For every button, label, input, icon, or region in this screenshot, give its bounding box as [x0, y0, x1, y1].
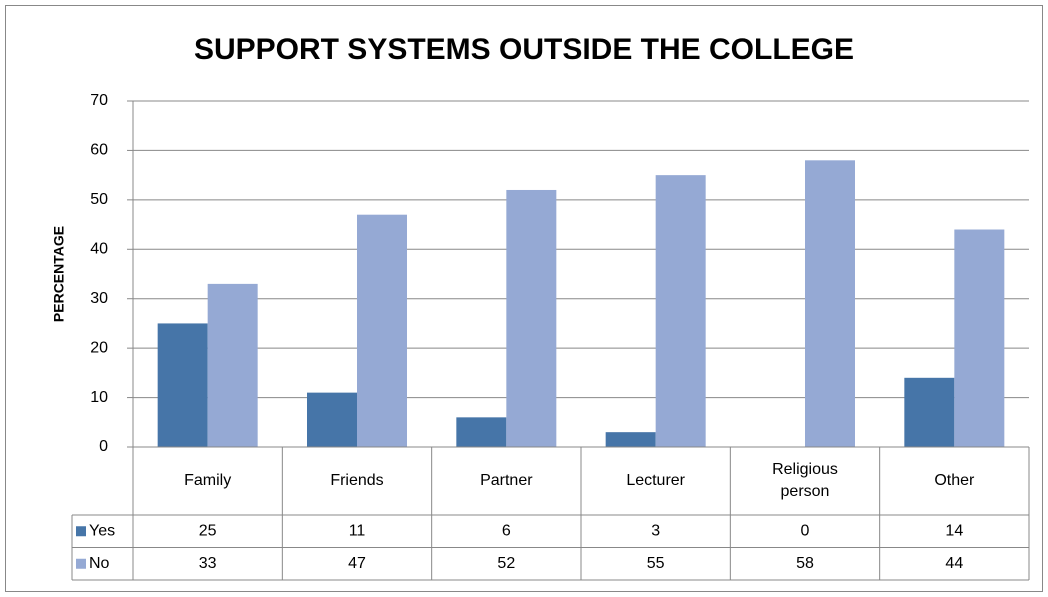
- x-tick-label: Partner: [432, 447, 581, 515]
- table-value: 14: [945, 522, 963, 539]
- bar: [954, 229, 1005, 447]
- y-tick-label: 20: [90, 339, 108, 356]
- category-cell: Partner: [432, 447, 581, 515]
- y-axis-label: PERCENTAGE: [51, 226, 67, 322]
- x-tick-label-text: Friends: [330, 472, 384, 490]
- x-tick-label: Family: [133, 447, 282, 515]
- x-tick-label-text: Family: [184, 472, 232, 490]
- table-value: 3: [651, 522, 660, 539]
- bar: [357, 214, 407, 447]
- category-cell: Lecturer: [581, 447, 730, 515]
- bar: [805, 160, 855, 448]
- chart-title: SUPPORT SYSTEMS OUTSIDE THE COLLEGE: [194, 33, 854, 66]
- category-cell: Religious person: [730, 447, 879, 515]
- bar: [904, 377, 955, 447]
- bar: [605, 432, 656, 447]
- x-tick-label-text: Partner: [480, 472, 533, 490]
- legend-key: [76, 558, 86, 569]
- x-tick-label: Friends: [282, 447, 431, 515]
- category-cell: Other: [880, 447, 1029, 515]
- table-value: 25: [199, 522, 217, 539]
- table-value: 33: [199, 555, 217, 572]
- y-tick-label: 70: [90, 92, 108, 109]
- x-tick-label-text: Religious person: [772, 461, 838, 500]
- table-value: 11: [349, 522, 366, 539]
- y-tick-label: 60: [90, 142, 108, 159]
- y-tick-label: 50: [90, 191, 108, 208]
- y-tick-label: 0: [99, 438, 108, 455]
- data-table: Family Friends Partner Lecturer Religious pe…: [71, 446, 1030, 581]
- bar: [456, 417, 507, 447]
- table-value: 55: [647, 555, 665, 572]
- bar: [655, 175, 706, 447]
- category-cell: Family: [133, 447, 282, 515]
- table-value: 44: [945, 555, 963, 572]
- x-tick-label-text: Lecturer: [626, 472, 686, 490]
- bar: [207, 283, 258, 447]
- table-value: 0: [801, 522, 810, 539]
- x-tick-label: Religious person: [730, 447, 879, 515]
- x-tick-label: Lecturer: [581, 447, 730, 515]
- x-tick-label: Other: [880, 447, 1029, 515]
- category-cell: Friends: [282, 447, 431, 515]
- legend-key: [76, 526, 86, 537]
- table-value: 6: [502, 522, 511, 539]
- legend-label: No: [89, 555, 110, 572]
- x-tick-label-text: Other: [934, 472, 975, 490]
- bar: [307, 392, 357, 447]
- y-tick-label: 40: [90, 241, 108, 258]
- table-value: 47: [348, 555, 366, 572]
- y-tick-label: 30: [90, 290, 108, 307]
- bar: [157, 323, 208, 447]
- bar: [506, 189, 557, 447]
- legend-label: Yes: [89, 522, 115, 539]
- table-value: 52: [497, 555, 515, 572]
- table-value: 58: [796, 555, 814, 572]
- y-tick-label: 10: [90, 389, 108, 406]
